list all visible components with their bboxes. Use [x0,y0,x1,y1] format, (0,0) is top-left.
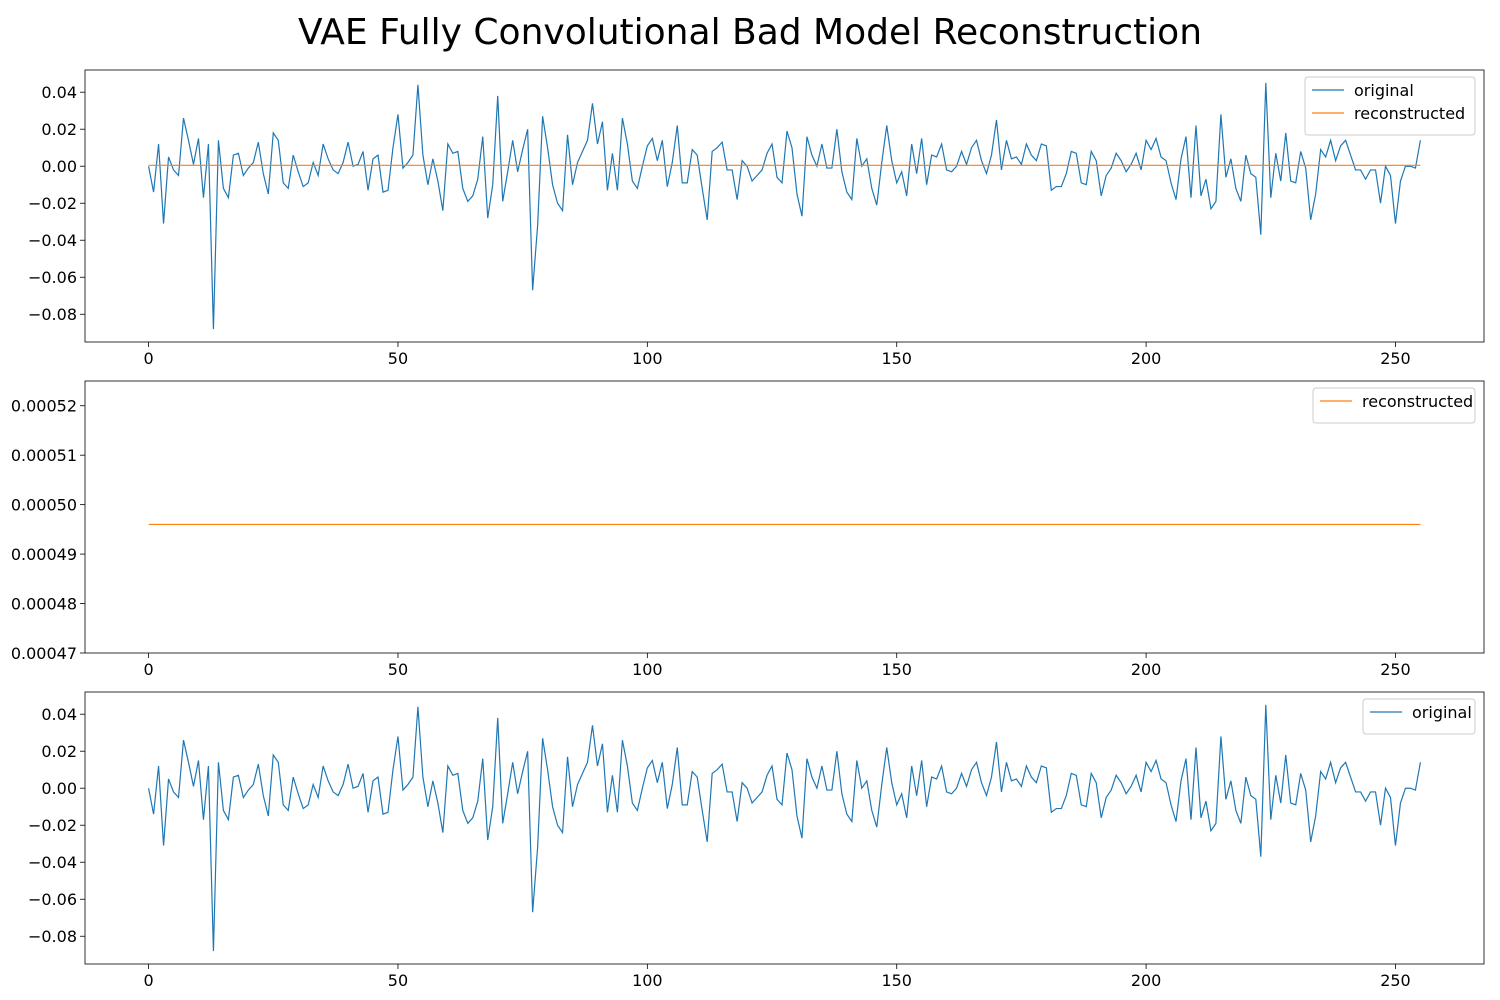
y-tick-label: 0.00050 [11,496,77,515]
y-tick-label: −0.06 [28,890,77,909]
y-tick-label: 0.00049 [11,545,77,564]
legend: original reconstructed [1304,76,1476,136]
x-tick-label: 150 [881,349,912,368]
figure-title: VAE Fully Convolutional Bad Model Recons… [297,12,1203,53]
legend-label-reconstructed: reconstructed [1354,104,1465,123]
x-tick-label: 100 [632,349,663,368]
legend-label-original: original [1354,81,1414,100]
x-tick-label: 100 [632,660,663,679]
legend: reconstructed [1312,387,1476,424]
axes-frame [84,380,1485,654]
x-tick-label: 250 [1380,971,1411,990]
y-tick-label: 0.00052 [11,397,77,416]
axes-frame [84,691,1485,965]
x-tick-label: 200 [1131,660,1162,679]
x-tick-label: 50 [388,660,408,679]
legend-box [1304,76,1476,136]
x-tick-label: 0 [143,349,153,368]
x-tick-label: 250 [1380,660,1411,679]
y-tick-label: 0.04 [41,705,77,724]
y-tick-label: 0.00 [41,779,77,798]
legend-box [1312,387,1476,424]
subplot-bottom: 0 50 100 150 200 250 0.04 0.02 0.00 −0.02 −0.04 −0.… [28,691,1485,990]
x-tick-label: 50 [388,349,408,368]
subplot-middle: 0 50 100 150 200 250 0.00052 0.00051 0.00050 0.00… [11,380,1485,679]
x-tick-label: 150 [881,971,912,990]
axes-frame [84,69,1485,343]
x-tick-label: 250 [1380,349,1411,368]
x-tick-label: 200 [1131,971,1162,990]
y-tick-label: 0.00 [41,157,77,176]
subplot-top: 0 50 100 150 200 250 0.04 0.02 0.00 −0.02 −0.04 −0.… [28,69,1485,368]
y-tick-label: 0.02 [41,120,77,139]
x-tick-label: 100 [632,971,663,990]
x-tick-label: 0 [143,660,153,679]
series-line-original [148,704,1422,952]
x-tick-label: 200 [1131,349,1162,368]
y-tick-label: −0.08 [28,305,77,324]
legend-label-original: original [1412,703,1472,722]
y-tick-label: 0.00051 [11,446,77,465]
y-tick-label: 0.00048 [11,595,77,614]
x-tick-label: 150 [881,660,912,679]
legend-box [1362,698,1476,735]
y-tick-label: −0.02 [28,816,77,835]
y-tick-label: 0.04 [41,83,77,102]
y-tick-label: −0.06 [28,268,77,287]
y-tick-label: 0.00047 [11,644,77,663]
series-line-original [148,82,1422,330]
y-tick-label: −0.02 [28,194,77,213]
x-tick-label: 50 [388,971,408,990]
x-tick-label: 0 [143,971,153,990]
legend-label-reconstructed: reconstructed [1362,392,1473,411]
y-tick-label: −0.04 [28,853,77,872]
y-tick-label: −0.08 [28,927,77,946]
y-tick-label: −0.04 [28,231,77,250]
legend: original [1362,698,1476,735]
y-tick-label: 0.02 [41,742,77,761]
